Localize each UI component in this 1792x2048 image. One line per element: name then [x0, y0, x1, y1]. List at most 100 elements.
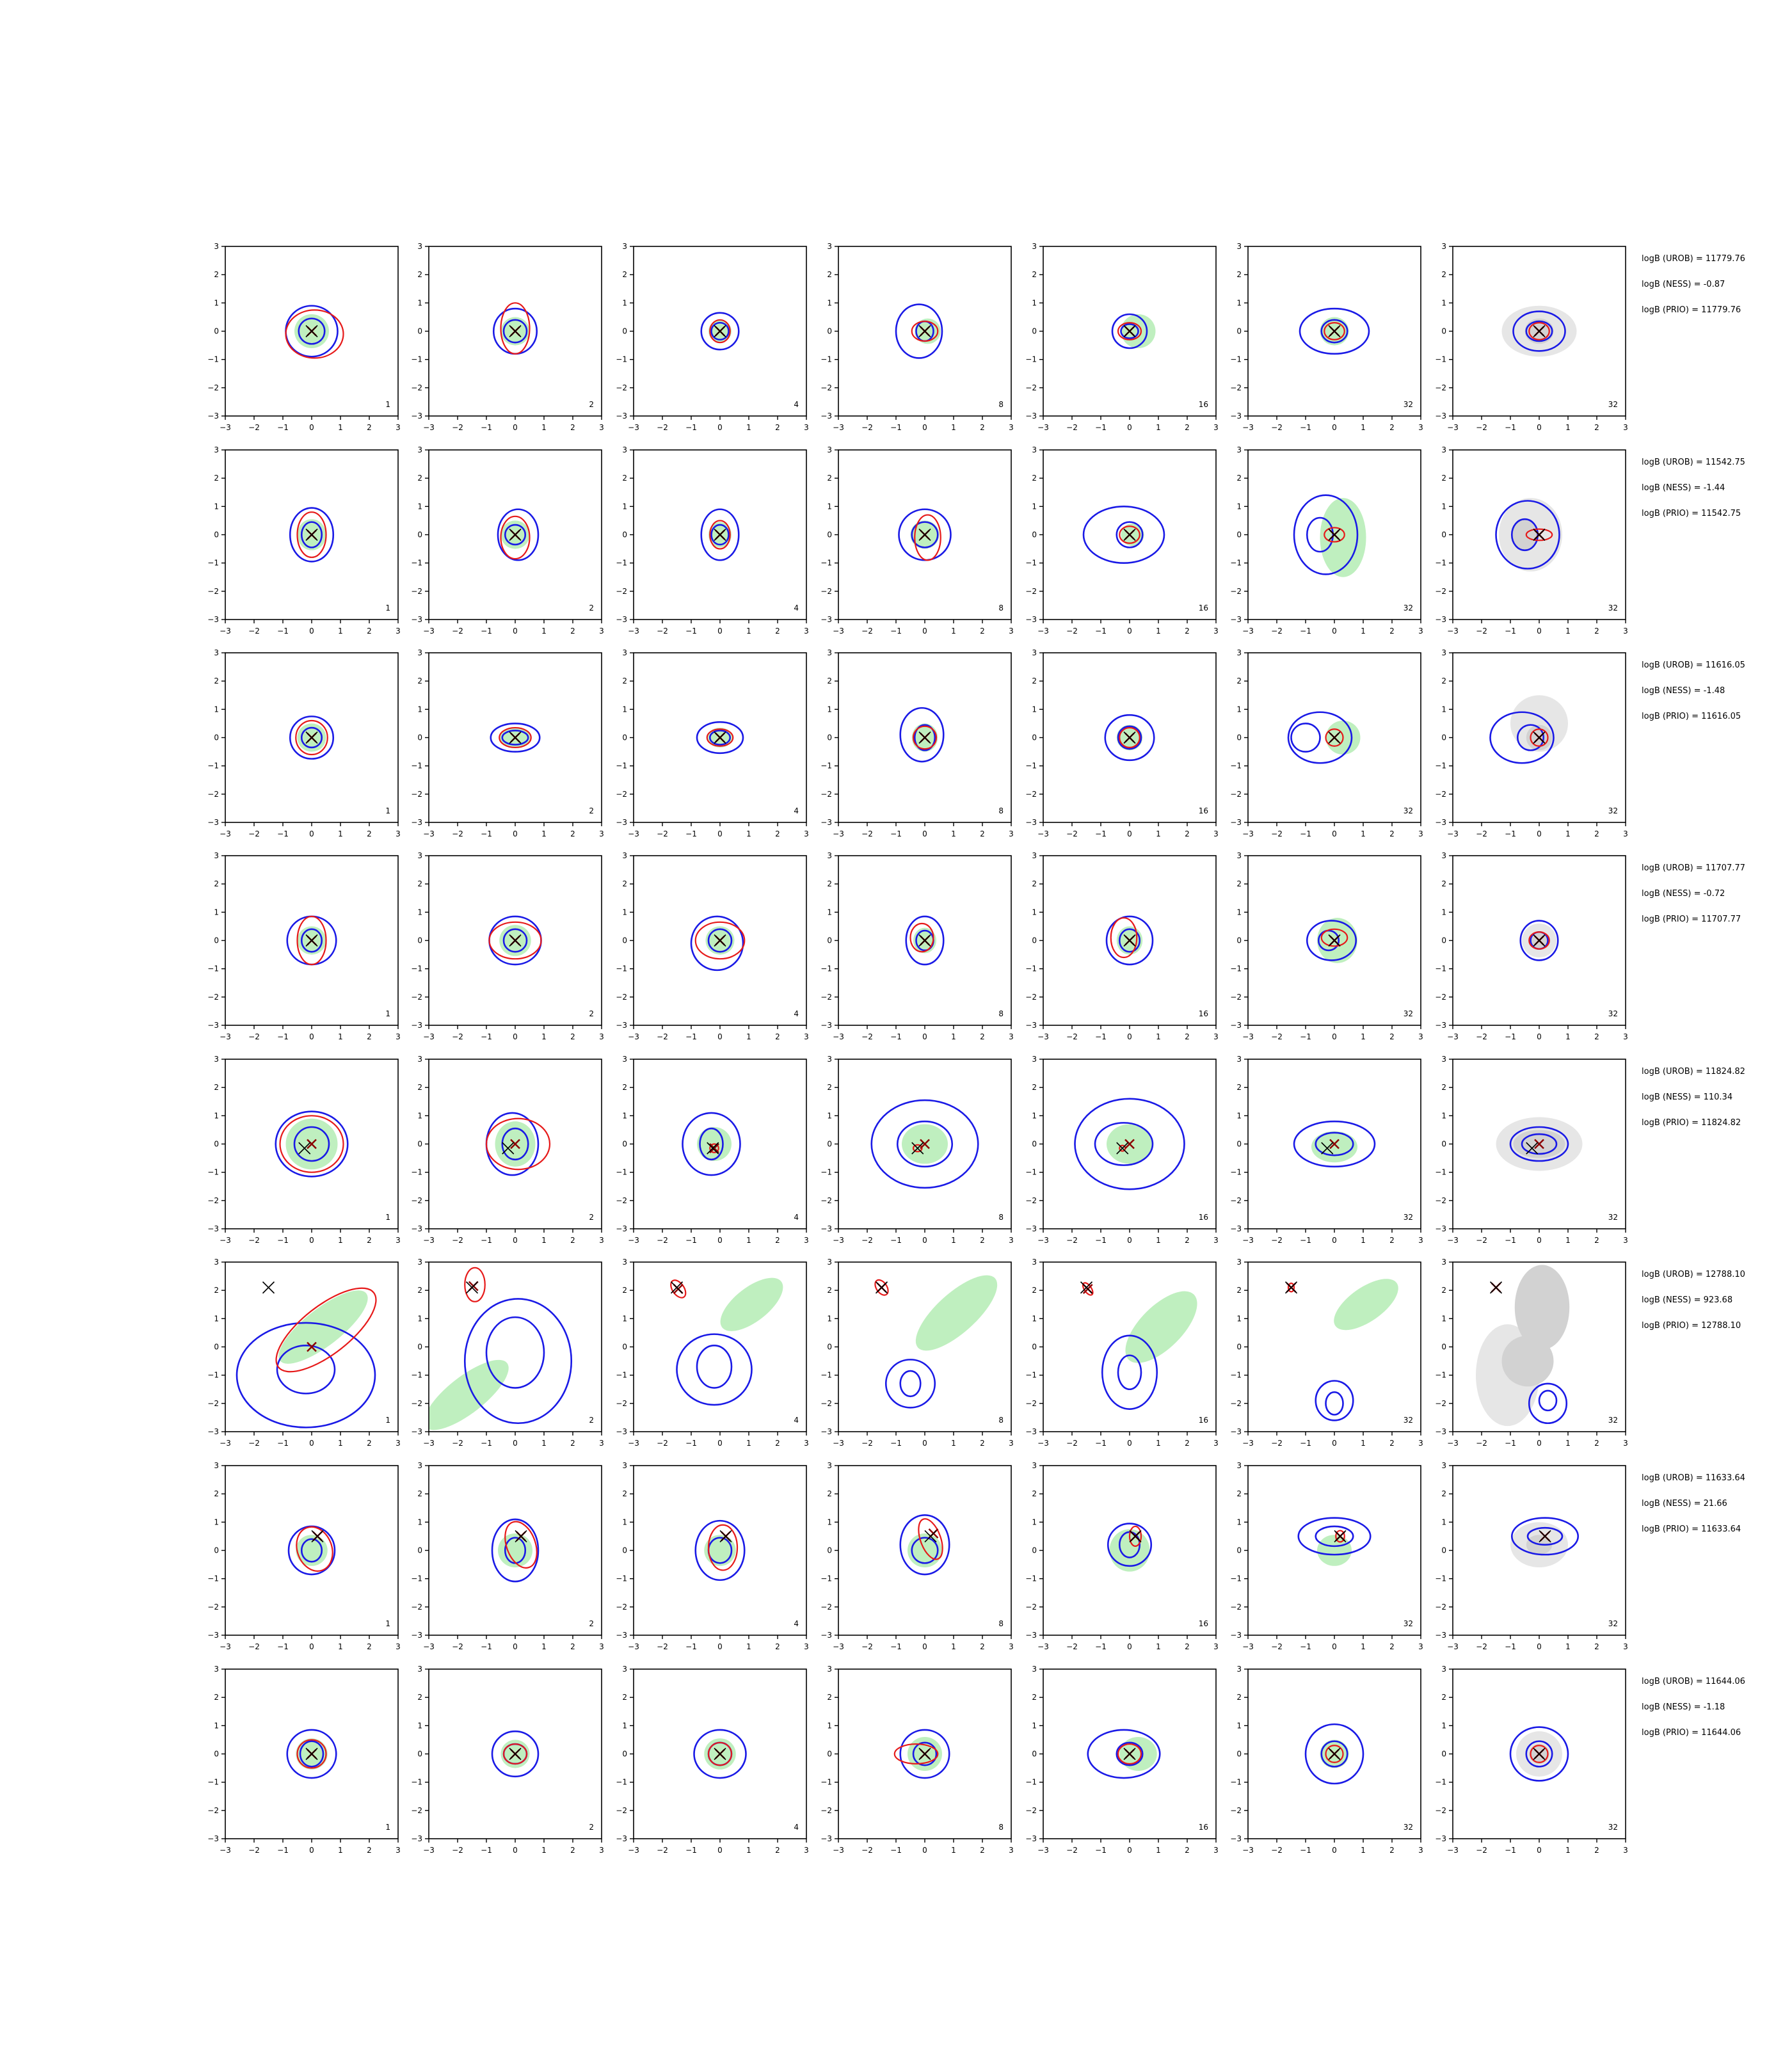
y-tick-label: 2 — [1236, 474, 1242, 483]
x-tick-label: 1 — [338, 1642, 343, 1651]
x-tick-label: −1 — [1300, 1439, 1311, 1448]
y-tick-label: 3 — [1032, 1461, 1037, 1470]
x-tick-label: 1 — [951, 1032, 956, 1041]
blue-contour — [485, 1316, 545, 1389]
x-tick-label: 2 — [1185, 1032, 1190, 1041]
x-tick-label: −2 — [452, 1642, 463, 1651]
subplot-count-label: 16 — [1199, 400, 1208, 409]
y-tick-label: 3 — [214, 851, 219, 860]
subplot-count-label: 1 — [385, 1213, 390, 1222]
x-tick-label: −3 — [423, 423, 435, 432]
x-tick-label: 3 — [1623, 1642, 1628, 1651]
subplot-count-label: 16 — [1199, 1416, 1208, 1425]
plot-area — [485, 1112, 551, 1176]
x-tick-label: 1 — [1156, 829, 1161, 838]
y-tick-label: 2 — [622, 676, 627, 685]
x-tick-label: −3 — [1037, 829, 1049, 838]
y-tick-label: 2 — [214, 474, 219, 483]
plot-area — [1074, 1098, 1185, 1190]
y-tick-label: 0 — [1236, 936, 1242, 945]
logb-stat-label: logB (UROB) = 11542.75 — [1642, 458, 1745, 467]
plot-area — [893, 1729, 950, 1779]
chart-row: −3−3−2−2−1−1001122331−3−3−2−2−1−10011223… — [207, 445, 1745, 636]
y-tick-label: 3 — [417, 1055, 422, 1064]
y-tick-label: 0 — [417, 327, 422, 336]
subplot-count-label: 8 — [998, 400, 1004, 409]
y-tick-label: 2 — [214, 1286, 219, 1295]
blue-contour — [1074, 1098, 1185, 1190]
y-tick-label: −1 — [1025, 1778, 1037, 1787]
x-tick-label: −2 — [861, 1439, 873, 1448]
y-tick-label: 1 — [417, 1314, 422, 1323]
subplot-count-label: 32 — [1608, 1619, 1618, 1628]
logb-stat-label: logB (UROB) = 11633.64 — [1642, 1473, 1745, 1483]
y-tick-label: 2 — [622, 270, 627, 279]
y-tick-label: 0 — [622, 1546, 627, 1555]
y-tick-label: −1 — [1025, 762, 1037, 771]
y-tick-label: −2 — [207, 1603, 219, 1612]
x-tick-label: 1 — [1156, 1439, 1161, 1448]
x-tick-label: 2 — [1389, 423, 1395, 432]
y-tick-label: −3 — [820, 1631, 832, 1640]
y-tick-label: 3 — [1032, 648, 1037, 657]
blue-contour — [236, 1322, 376, 1428]
true-point-marker — [509, 731, 522, 744]
logb-stat-label: logB (NESS) = -1.48 — [1642, 686, 1725, 696]
true-point-marker — [714, 528, 726, 541]
subplot: −3−3 −2 −2 −1 −1 0 0 1 1 2 2 3 3 1 — [207, 242, 401, 432]
y-tick-label: −3 — [616, 1021, 627, 1030]
y-tick-label: −3 — [820, 1224, 832, 1233]
true-point-marker — [1123, 731, 1136, 744]
x-tick-label: 2 — [980, 1032, 985, 1041]
y-tick-label: −2 — [1025, 383, 1037, 392]
y-tick-label: −1 — [1435, 964, 1446, 973]
logb-stat-label: logB (PRIO) = 11616.05 — [1642, 712, 1741, 721]
gray-density-fill — [1512, 519, 1538, 550]
x-tick-label: 0 — [717, 1032, 723, 1041]
y-tick-label: −1 — [1025, 559, 1037, 568]
y-tick-label: −1 — [1230, 1168, 1242, 1177]
y-tick-label: 2 — [214, 879, 219, 888]
y-tick-label: 3 — [827, 1055, 832, 1064]
x-tick-label: 0 — [309, 1032, 314, 1041]
y-tick-label: 1 — [827, 502, 832, 511]
true-point-marker — [714, 1747, 726, 1761]
plot-area — [899, 707, 945, 763]
x-tick-label: −1 — [277, 1236, 289, 1245]
blue-contour — [490, 723, 541, 753]
x-tick-label: 0 — [309, 1846, 314, 1855]
x-tick-label: −1 — [1300, 1846, 1311, 1855]
x-tick-label: 1 — [338, 1032, 343, 1041]
subplot: −3−3 −2 −2 −1 −1 0 0 1 1 2 2 3 3 32 — [1435, 445, 1628, 636]
chart-row: −3−3−2−2−1−1001122331−3−3−2−2−1−10011223… — [207, 242, 1745, 432]
y-tick-label: 3 — [1236, 1665, 1242, 1674]
true-point-marker — [305, 528, 318, 541]
y-tick-label: 2 — [1236, 1286, 1242, 1295]
blue-contour — [286, 1729, 337, 1779]
x-tick-label: 1 — [338, 627, 343, 636]
y-tick-label: −2 — [1025, 1196, 1037, 1205]
x-tick-label: 3 — [1009, 829, 1014, 838]
x-tick-label: −1 — [1095, 1032, 1107, 1041]
x-tick-label: −2 — [861, 1032, 873, 1041]
x-tick-label: 0 — [513, 829, 518, 838]
y-tick-label: 1 — [214, 298, 219, 307]
subplot-count-label: 32 — [1404, 1416, 1413, 1425]
y-tick-label: 0 — [417, 531, 422, 540]
green-density-fill — [720, 1277, 783, 1331]
plot-area — [670, 1277, 783, 1406]
y-tick-label: 3 — [1032, 242, 1037, 251]
true-point-marker — [1489, 1281, 1503, 1294]
blue-contour — [1293, 494, 1359, 575]
red-contour — [1324, 322, 1345, 340]
plot-area — [1287, 711, 1361, 764]
plot-area — [1306, 918, 1357, 963]
blue-contour — [1512, 310, 1566, 352]
x-tick-label: 1 — [1361, 1439, 1366, 1448]
y-tick-label: 2 — [417, 1489, 422, 1498]
y-tick-label: −2 — [616, 1806, 627, 1815]
chart-row: −3−3−2−2−1−1001122331−3−3−2−2−1−10011223… — [207, 1055, 1745, 1245]
y-tick-label: −3 — [616, 615, 627, 624]
subplot-count-label: 32 — [1608, 1416, 1618, 1425]
x-tick-label: 1 — [1361, 1846, 1366, 1855]
